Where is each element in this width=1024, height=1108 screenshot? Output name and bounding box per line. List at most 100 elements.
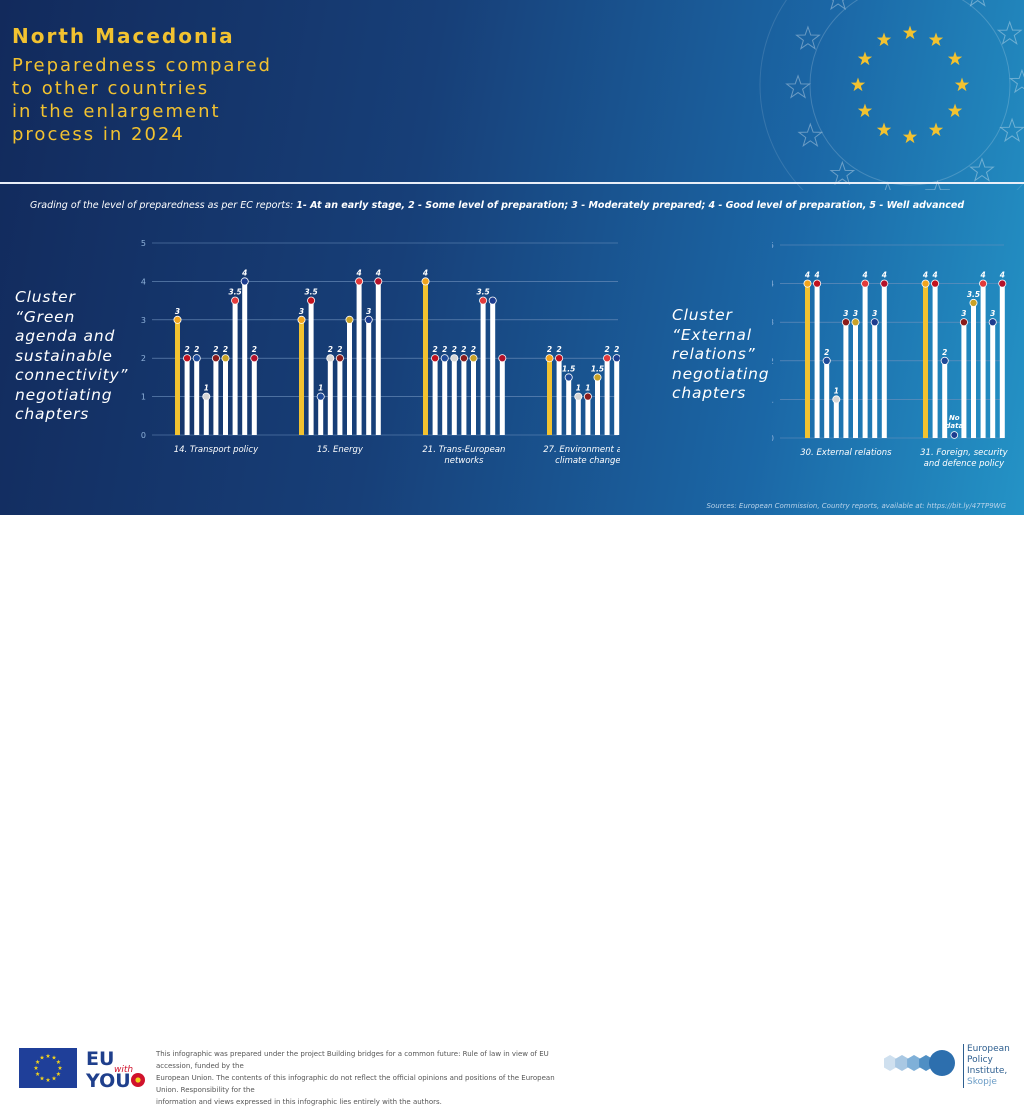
country-flag-marker	[583, 392, 592, 401]
grading-level: 3 - Moderately prepared;	[571, 200, 706, 211]
y-tick-label: 1	[772, 395, 774, 404]
country-flag-marker	[870, 318, 879, 327]
eu-flag-icon	[19, 1048, 77, 1088]
country-flag-marker	[803, 279, 812, 288]
bar	[232, 300, 238, 435]
data-label: 4	[242, 268, 247, 277]
grading-legend: Grading of the level of preparedness as …	[30, 200, 964, 211]
data-label: 2	[337, 345, 342, 354]
country-flag-marker	[440, 354, 449, 363]
country-flag-marker	[545, 354, 554, 363]
country-flag-marker	[988, 318, 997, 327]
country-flag-marker	[326, 354, 335, 363]
institute-line: European	[967, 1044, 1010, 1054]
country-flag-marker	[555, 354, 564, 363]
grading-intro: Grading of the level of preparedness as …	[30, 200, 294, 211]
subtitle-line: process in 2024	[12, 124, 185, 145]
decor-ring	[809, 0, 1011, 186]
bar	[843, 322, 849, 438]
data-label: 2	[223, 345, 228, 354]
cluster-label-line: chapters	[672, 384, 747, 402]
y-tick-label: 2	[772, 357, 774, 366]
data-label: 3	[990, 309, 995, 318]
bar	[853, 322, 858, 438]
data-label: 3	[843, 309, 848, 318]
epi-hexagon-icon	[884, 1055, 897, 1071]
logo-eu-text: EU	[86, 1048, 114, 1070]
bar	[327, 358, 333, 435]
data-label: 4	[376, 268, 381, 277]
country-flag-marker	[335, 354, 344, 363]
y-tick-label: 5	[772, 241, 774, 250]
country-flag-marker	[861, 279, 870, 288]
country-flag-marker	[593, 373, 602, 382]
data-label: 1	[585, 384, 590, 393]
outline-star-icon	[795, 25, 821, 50]
grading-level: 4 - Good level of preparation,	[708, 200, 867, 211]
country-flag-marker	[931, 279, 940, 288]
data-label: 1	[834, 386, 839, 395]
outline-star-icon	[996, 20, 1023, 45]
outline-star-icon	[969, 0, 986, 7]
bar	[862, 283, 868, 438]
banner: North Macedonia Preparedness compared to…	[0, 0, 1024, 515]
cluster-label-line: negotiating	[672, 364, 770, 383]
data-label: 4	[882, 271, 887, 280]
bar	[480, 300, 486, 435]
country-flag-marker	[479, 296, 488, 305]
country-flag-marker	[564, 373, 573, 382]
data-label: 2	[452, 345, 457, 354]
country-flag-marker	[250, 354, 259, 363]
data-label: 2	[194, 345, 199, 354]
data-label: 1	[204, 384, 209, 393]
outline-star-icon	[829, 160, 856, 186]
page-subtitle: Preparedness compared to other countries…	[12, 54, 312, 146]
outline-star-icon	[999, 117, 1024, 143]
bar	[499, 358, 505, 435]
bar	[566, 377, 572, 435]
data-label: 2	[556, 345, 561, 354]
gold-star-icon	[928, 32, 944, 47]
no-data-label: No	[949, 414, 960, 422]
grading-level: 1- At an early stage,	[296, 200, 406, 211]
country-flag-marker	[950, 431, 959, 439]
data-label: 3	[366, 307, 371, 316]
gold-star-icon	[947, 51, 963, 66]
data-label: 3	[175, 307, 180, 316]
gold-star-icon	[947, 103, 963, 118]
data-label: 2	[824, 348, 829, 357]
bar	[375, 281, 381, 435]
bar	[999, 283, 1005, 438]
bar	[442, 358, 448, 435]
gold-star-icon	[954, 77, 970, 92]
data-label: 4	[423, 268, 428, 277]
cluster-label-green-agenda: Cluster “Green agenda and sustainable co…	[15, 288, 165, 425]
data-label: 2	[547, 345, 552, 354]
cluster-label-line: “External	[672, 325, 752, 344]
data-label: 2	[442, 345, 447, 354]
data-label: 2	[184, 345, 189, 354]
grading-level: 5 - Well advanced	[869, 200, 965, 211]
gold-star-icon	[857, 51, 873, 66]
category-label: 21. Trans-European	[422, 445, 505, 455]
country-flag-marker	[498, 354, 507, 363]
institute-name: European Policy Institute, Skopje	[963, 1044, 1010, 1088]
data-label: 4	[980, 271, 985, 280]
bar	[971, 302, 976, 438]
bar	[604, 358, 610, 435]
country-flag-marker	[183, 354, 192, 363]
data-label: 2	[461, 345, 466, 354]
subtitle-line: Preparedness compared	[12, 55, 272, 76]
data-label: 2	[252, 345, 257, 354]
bar	[814, 283, 820, 438]
gold-star-icon	[857, 103, 873, 118]
cluster-label-line: Cluster	[15, 288, 76, 306]
gold-star-icon	[902, 25, 918, 40]
data-label: 1.5	[562, 364, 575, 373]
category-label: climate change	[555, 456, 620, 466]
bar	[203, 396, 209, 435]
bar	[337, 358, 343, 435]
y-tick-label: 1	[141, 393, 146, 402]
decor-ring	[759, 0, 1024, 190]
bar	[547, 358, 552, 435]
